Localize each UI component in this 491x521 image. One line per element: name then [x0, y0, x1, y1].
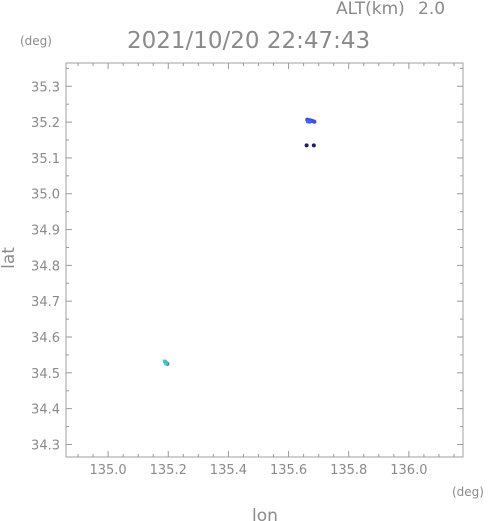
y-tick-label: 34.6 — [31, 331, 60, 346]
y-tick-label: 35.2 — [31, 116, 60, 131]
x-axis-title: lon — [252, 506, 278, 521]
altitude-value: 2.0 — [418, 0, 445, 19]
axis-ticks: 135.0 135.2 135.4 135.6 135.8 136.0 34.3 34.4 34… — [31, 63, 463, 478]
y-tick-label: 34.4 — [31, 403, 60, 418]
data-point — [163, 361, 168, 366]
y-unit-label: (deg) — [20, 34, 52, 48]
y-tick-label: 34.9 — [31, 224, 60, 239]
timestamp-title: 2021/10/20 22:47:43 — [127, 28, 370, 54]
x-tick-label: 135.2 — [150, 463, 187, 478]
y-axis-title: lat — [0, 247, 19, 269]
data-point — [311, 143, 316, 148]
data-points — [162, 117, 317, 366]
altitude-label: ALT(km) — [336, 0, 405, 19]
y-tick-label: 35.0 — [31, 188, 60, 203]
data-point — [307, 119, 312, 124]
x-tick-label: 135.4 — [210, 463, 247, 478]
y-tick-label: 34.7 — [31, 295, 60, 310]
y-tick-label: 35.3 — [31, 80, 60, 95]
x-tick-label: 136.0 — [390, 463, 427, 478]
data-point — [304, 143, 309, 148]
x-tick-label: 135.8 — [330, 463, 367, 478]
x-tick-label: 135.6 — [270, 463, 307, 478]
x-tick-label: 135.0 — [89, 463, 126, 478]
y-tick-label: 34.3 — [31, 438, 60, 453]
y-tick-label: 35.1 — [31, 152, 60, 167]
plot-frame — [65, 62, 464, 458]
x-unit-label: (deg) — [452, 485, 484, 499]
y-tick-label: 34.5 — [31, 367, 60, 382]
y-tick-label: 34.8 — [31, 259, 60, 274]
data-point — [312, 119, 317, 124]
